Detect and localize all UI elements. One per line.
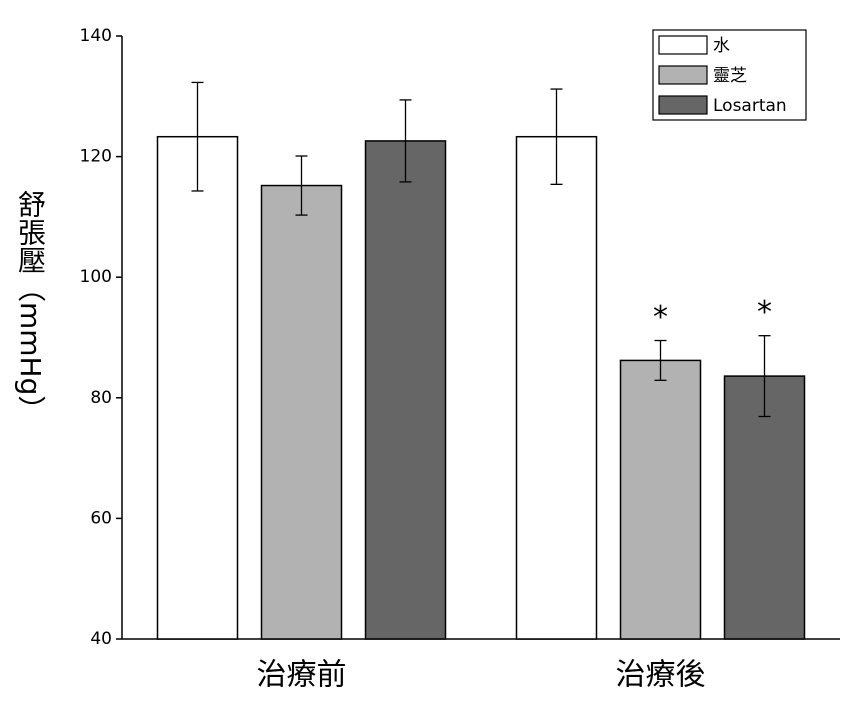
y-tick-label: 120: [80, 147, 112, 167]
y-tick-label: 140: [80, 26, 112, 46]
y-tick-label: 40: [90, 629, 112, 649]
legend-label: Losartan: [713, 96, 787, 116]
bar: [515, 135, 598, 640]
legend-label: 水: [713, 36, 730, 56]
y-tick-label: 60: [90, 508, 112, 528]
y-tick-label: 80: [90, 388, 112, 408]
bar: [364, 140, 447, 640]
bar: [619, 359, 702, 640]
legend-swatch: [658, 65, 708, 85]
bar: [260, 184, 343, 640]
y-axis-label: 舒張壓（mmHg）: [14, 190, 47, 424]
legend-swatch: [658, 95, 708, 115]
legend-label: 靈芝: [713, 66, 747, 86]
legend-swatch: [658, 35, 708, 55]
y-tick-label: 100: [80, 267, 112, 287]
significance-mark: *: [653, 300, 668, 335]
x-tick-label: 治療前: [257, 658, 347, 693]
bar: [156, 135, 239, 640]
bar: [723, 375, 806, 640]
significance-mark: *: [757, 295, 772, 330]
x-tick-label: 治療後: [616, 658, 706, 693]
